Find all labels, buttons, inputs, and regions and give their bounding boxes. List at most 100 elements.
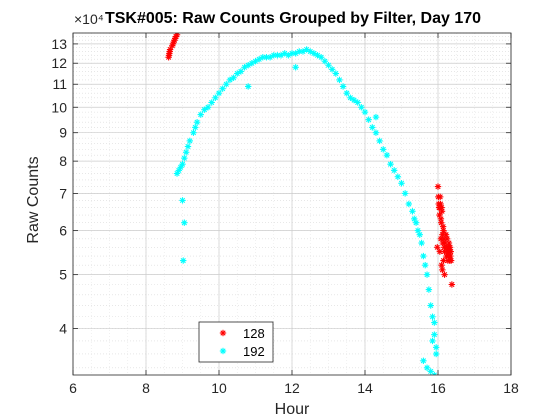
y-axis-multiplier: ×10⁴ — [74, 11, 104, 27]
point-192 — [429, 313, 436, 320]
y-tick-label: 8 — [59, 153, 67, 169]
point-192 — [432, 344, 440, 351]
point-192 — [181, 154, 188, 162]
y-tick-label: 9 — [59, 125, 67, 141]
axes: 6 8 10 12 14 16 18 4 5 6 7 8 9 10 11 12 13 — [51, 32, 519, 396]
point-192 — [405, 200, 412, 208]
point-192 — [219, 85, 226, 92]
legend-box — [198, 321, 274, 363]
point-128 — [434, 183, 442, 190]
point-192 — [215, 89, 223, 97]
point-128 — [447, 248, 454, 255]
point-192 — [423, 271, 431, 278]
point-192 — [292, 64, 299, 71]
point-128 — [434, 244, 441, 251]
series-128 — [165, 33, 456, 288]
point-192 — [429, 337, 436, 345]
point-192 — [420, 357, 427, 364]
point-192 — [208, 99, 215, 106]
point-192 — [394, 173, 402, 180]
point-192 — [376, 137, 383, 145]
x-tick-label: 12 — [284, 380, 300, 396]
x-tick-label: 6 — [69, 380, 77, 396]
point-192 — [197, 111, 204, 118]
point-192 — [350, 96, 358, 104]
point-128 — [448, 281, 456, 288]
point-192 — [223, 81, 230, 88]
chart-title: TSK#005: Raw Counts Grouped by Filter, D… — [105, 10, 481, 27]
point-192 — [193, 119, 201, 126]
point-192 — [182, 149, 190, 156]
series-192 — [173, 46, 440, 375]
y-tick-label: 6 — [59, 223, 67, 239]
point-192 — [427, 302, 434, 309]
point-192 — [237, 68, 245, 75]
point-128 — [437, 235, 445, 243]
point-192 — [418, 239, 425, 247]
point-192 — [358, 104, 365, 111]
point-192 — [431, 319, 438, 326]
legend-label: 128 — [243, 326, 265, 341]
point-192 — [391, 167, 398, 174]
point-192 — [179, 160, 186, 168]
point-192 — [380, 146, 387, 153]
point-192 — [190, 129, 197, 136]
point-192 — [425, 286, 433, 293]
x-tick-label: 10 — [211, 380, 227, 396]
point-192 — [416, 231, 423, 238]
legend-item: 192 — [219, 344, 265, 359]
point-192 — [318, 54, 325, 61]
point-192 — [383, 151, 391, 159]
point-192 — [212, 94, 219, 101]
point-192 — [245, 83, 252, 90]
legend-marker — [219, 329, 227, 337]
legend-label: 192 — [243, 344, 265, 359]
point-192 — [387, 160, 394, 168]
x-tick-label: 16 — [430, 380, 446, 396]
y-tick-label: 13 — [51, 36, 67, 52]
legend-item: 128 — [219, 326, 265, 341]
point-192 — [226, 76, 234, 84]
point-192 — [332, 70, 339, 77]
y-axis-label: Raw Counts — [25, 156, 42, 243]
legend-marker — [219, 347, 227, 355]
point-192 — [192, 124, 199, 131]
point-128 — [447, 257, 455, 264]
point-192 — [372, 113, 380, 121]
point-192 — [347, 94, 354, 101]
point-128 — [440, 227, 447, 234]
point-192 — [422, 261, 429, 269]
point-192 — [179, 197, 186, 204]
y-tick-label: 12 — [51, 55, 67, 71]
y-tick-label: 4 — [59, 321, 67, 337]
point-192 — [401, 190, 409, 197]
point-192 — [181, 219, 188, 226]
point-192 — [420, 252, 427, 260]
point-192 — [365, 116, 372, 123]
x-tick-label: 18 — [503, 380, 519, 396]
y-tick-label: 7 — [59, 185, 67, 201]
point-192 — [321, 58, 329, 65]
point-192 — [230, 74, 237, 81]
point-192 — [372, 129, 380, 136]
point-192 — [201, 106, 208, 113]
point-192 — [432, 350, 440, 358]
y-tick-label: 5 — [59, 267, 67, 283]
point-128 — [441, 271, 448, 278]
point-192 — [431, 371, 438, 375]
x-tick-label: 14 — [357, 380, 373, 396]
point-192 — [336, 76, 343, 84]
point-192 — [369, 124, 376, 131]
point-192 — [325, 62, 332, 69]
point-192 — [412, 219, 420, 226]
point-192 — [234, 70, 241, 77]
point-128 — [436, 193, 444, 201]
point-192 — [361, 108, 369, 116]
point-192 — [339, 83, 347, 90]
point-192 — [343, 89, 350, 97]
y-tick-label: 10 — [51, 99, 67, 115]
point-192 — [204, 104, 212, 111]
point-192 — [409, 208, 416, 215]
